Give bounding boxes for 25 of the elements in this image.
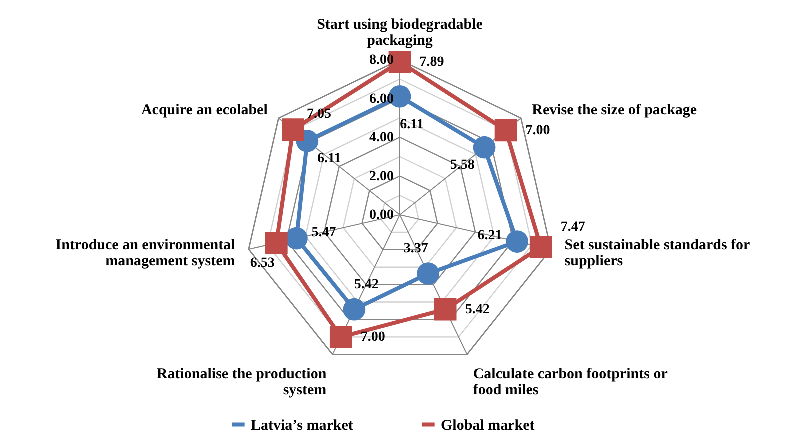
- spoke-label: Revise the size of package: [532, 102, 698, 119]
- legend-label: Latvia’s market: [251, 418, 354, 434]
- spoke-label: Introduce an environmental management system: [56, 238, 236, 270]
- data-label: 7.89: [420, 55, 444, 70]
- legend-label: Global market: [441, 418, 535, 434]
- data-label: 7.47: [560, 220, 586, 236]
- data-label: 6.11: [317, 152, 342, 167]
- data-label: 5.47: [312, 225, 336, 240]
- data-label: 7.00: [360, 330, 386, 346]
- spoke-label: Set sustainable standards for suppliers: [564, 238, 751, 270]
- spoke-label: Acquire an ecolabel: [141, 102, 268, 119]
- y-tick-label: 2.00: [370, 169, 394, 184]
- y-tick-label: 0.00: [370, 208, 394, 223]
- data-label: 5.42: [465, 302, 490, 318]
- spoke-label: Start using biodegradable packaging: [317, 17, 484, 49]
- spoke-label: Calculate carbon footprints or food miles: [473, 366, 668, 398]
- data-label: 6.21: [478, 228, 502, 244]
- data-label: 5.42: [354, 277, 379, 292]
- spoke-label: Rationalise the production system: [156, 366, 328, 398]
- data-label: 6.11: [400, 118, 424, 133]
- y-tick-label: 4.00: [370, 130, 394, 146]
- data-label: 6.53: [250, 256, 275, 272]
- data-label: 3.37: [404, 242, 428, 257]
- data-label: 7.00: [526, 123, 550, 138]
- data-label: 5.58: [450, 158, 475, 174]
